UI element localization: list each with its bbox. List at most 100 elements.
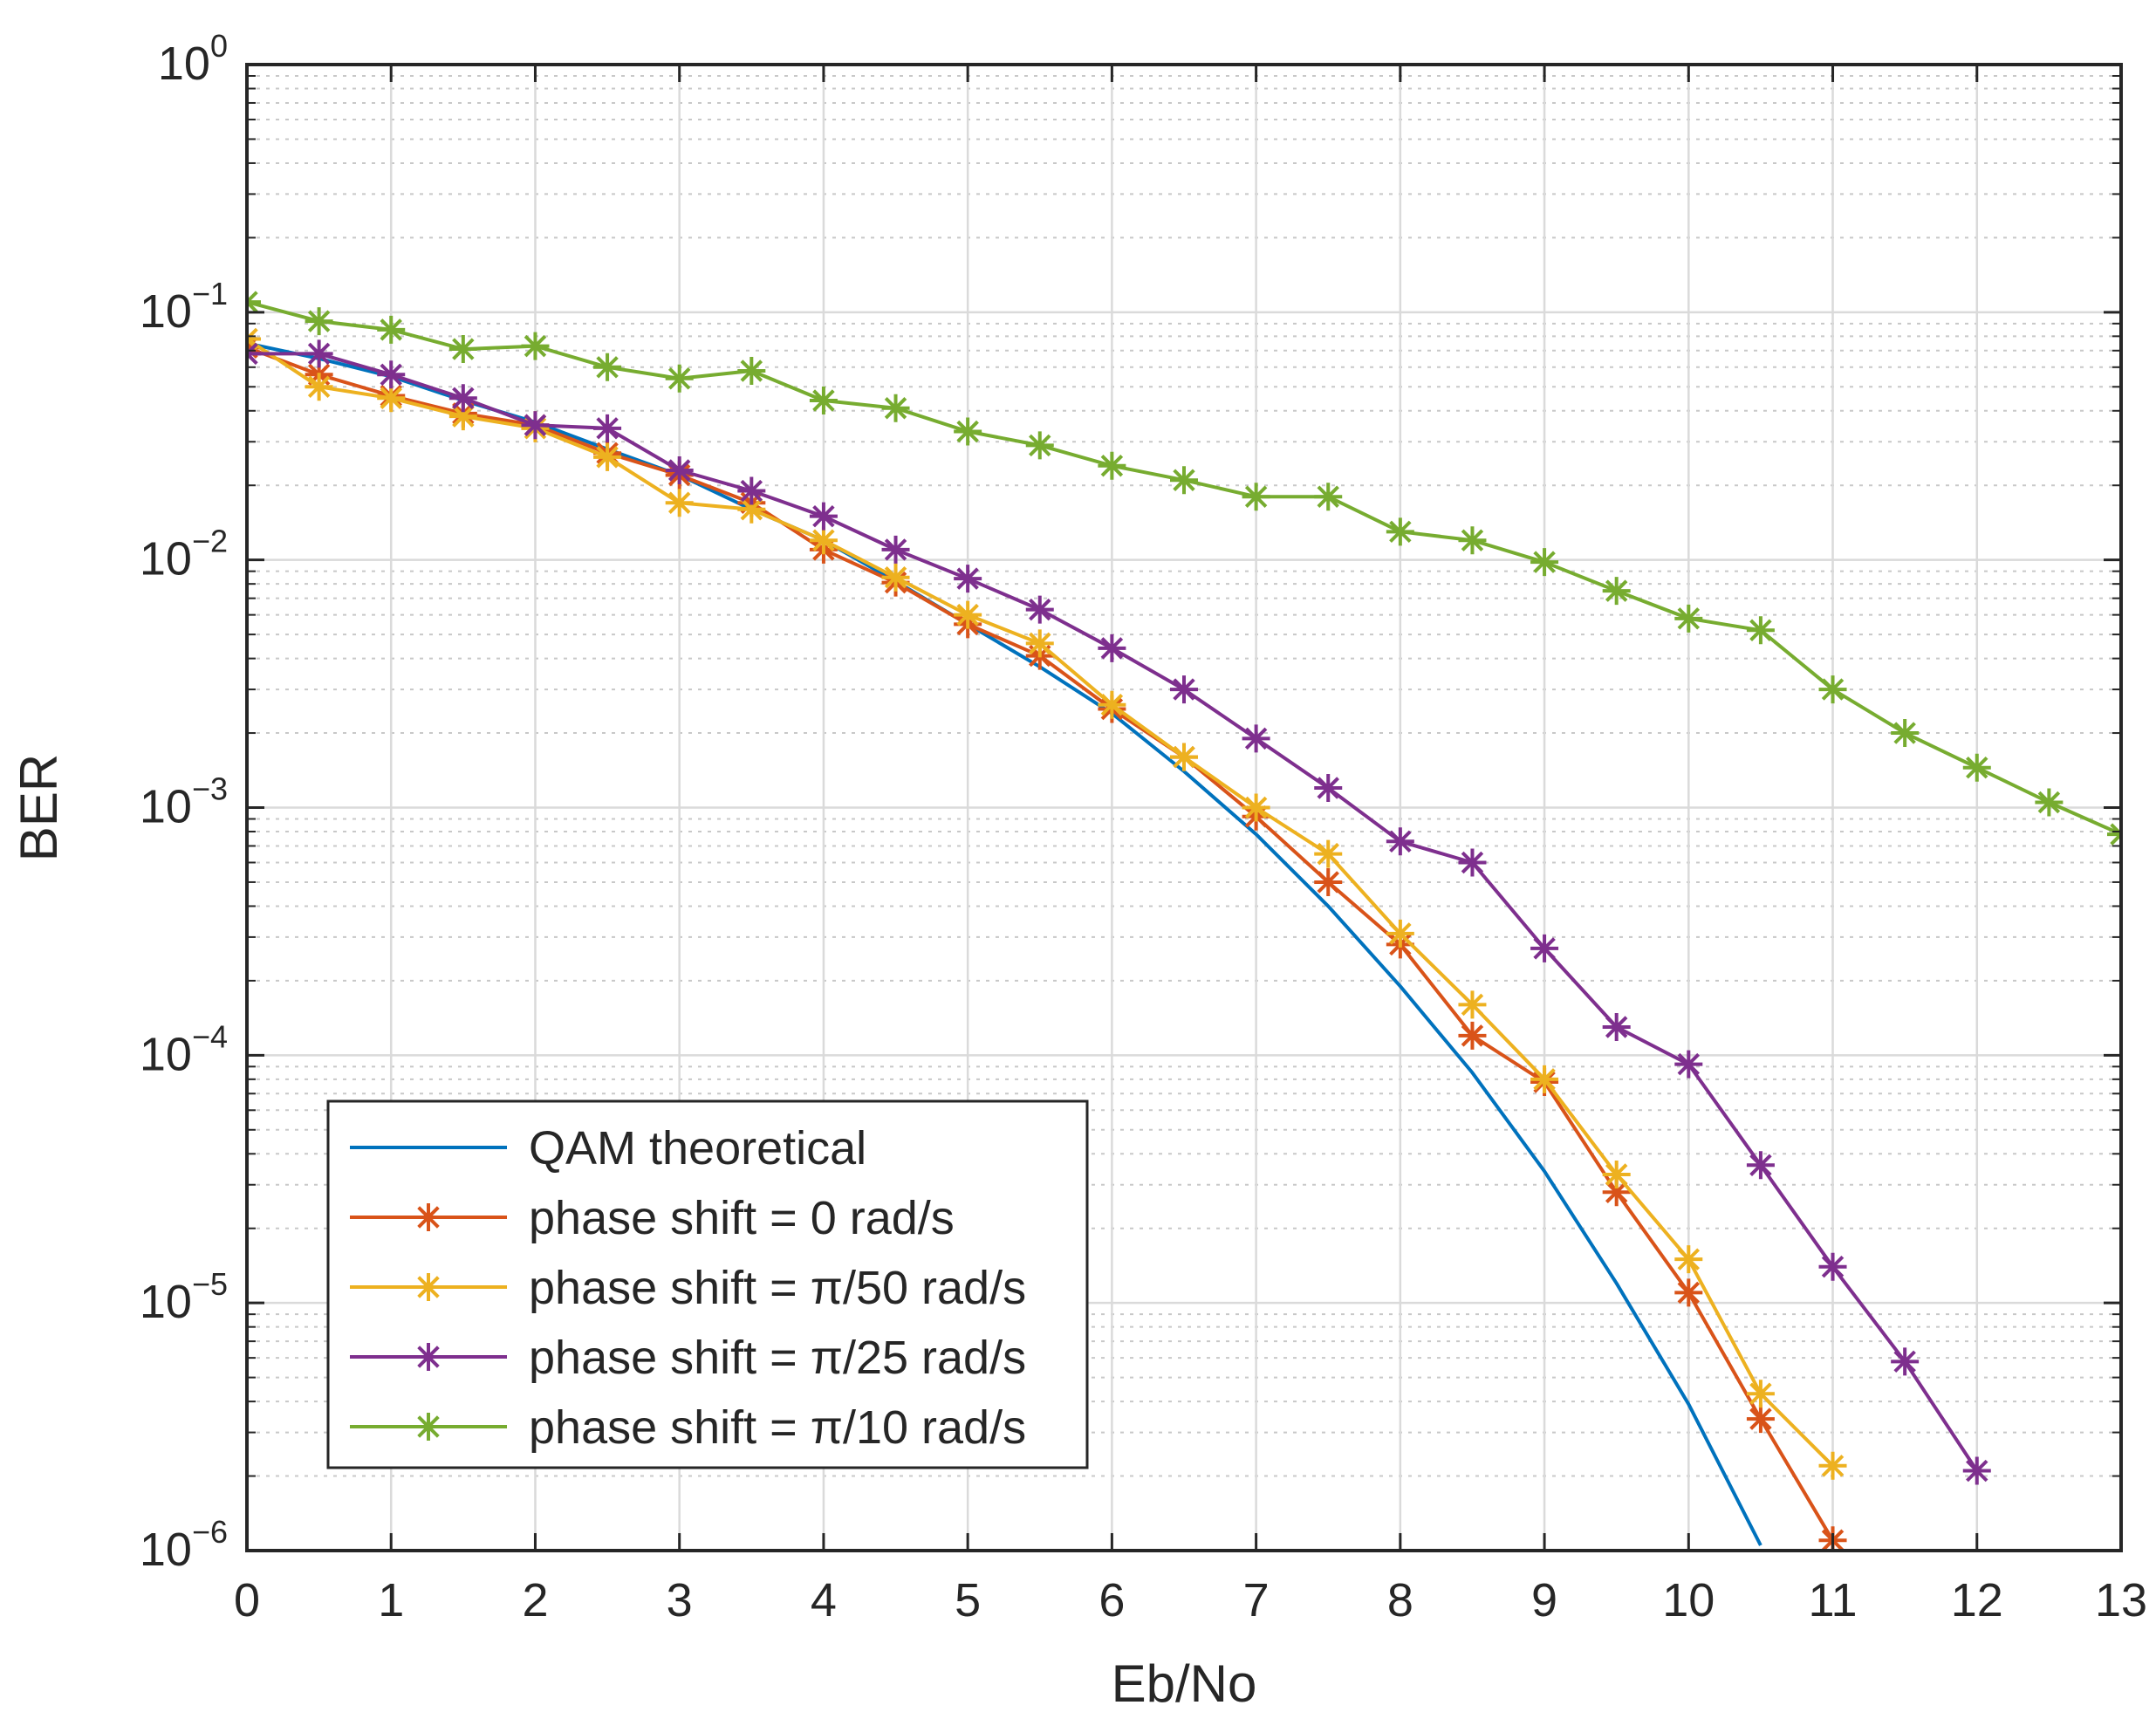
- x-axis-title: Eb/No: [1112, 1654, 1257, 1713]
- data-point: [1314, 867, 1343, 896]
- data-point: [1962, 1456, 1991, 1485]
- data-point: [1458, 990, 1487, 1019]
- legend-item: QAM theoretical: [350, 1122, 866, 1175]
- data-point: [665, 489, 694, 517]
- y-tick-label: 10−4: [140, 1018, 228, 1080]
- legend-item: phase shift = π/50 rad/s: [350, 1262, 1026, 1314]
- data-point: [1746, 616, 1775, 645]
- data-point: [377, 315, 406, 344]
- data-point: [954, 417, 982, 446]
- data-point: [1746, 1380, 1775, 1408]
- data-point: [521, 332, 550, 360]
- axis-ticks: [245, 63, 2123, 1552]
- data-point: [1674, 1278, 1703, 1307]
- data-point: [1602, 577, 1631, 606]
- series-3: [247, 339, 1991, 1485]
- data-point: [593, 353, 622, 381]
- data-point: [448, 335, 477, 364]
- data-point: [1386, 517, 1414, 546]
- data-point: [1025, 629, 1054, 658]
- data-point: [1891, 719, 1920, 748]
- data-point: [1891, 1347, 1920, 1376]
- data-point: [1818, 1451, 1847, 1480]
- data-point: [448, 384, 477, 413]
- x-tick-label: 4: [811, 1574, 837, 1627]
- series-2: [247, 325, 1847, 1480]
- x-tick-label: 6: [1099, 1574, 1125, 1627]
- x-tick-label: 8: [1387, 1574, 1413, 1627]
- data-point: [809, 387, 838, 415]
- legend-marker: [414, 1273, 442, 1301]
- legend-item: phase shift = π/10 rad/s: [350, 1401, 1026, 1454]
- data-point: [737, 476, 766, 505]
- x-tick-label: 0: [234, 1574, 260, 1627]
- legend-label: phase shift = π/25 rad/s: [529, 1332, 1026, 1384]
- data-point: [1674, 604, 1703, 633]
- data-point: [1674, 1245, 1703, 1274]
- data-point: [881, 535, 910, 564]
- data-point: [737, 356, 766, 385]
- y-tick-label: 10−1: [140, 276, 228, 338]
- x-tick-label: 2: [522, 1574, 548, 1627]
- data-point: [1242, 724, 1270, 753]
- data-point: [305, 373, 333, 401]
- data-point: [1314, 774, 1343, 803]
- data-point: [1818, 675, 1847, 704]
- data-point: [377, 384, 406, 413]
- data-point: [305, 339, 333, 368]
- data-point: [737, 495, 766, 524]
- data-point: [2035, 788, 2064, 817]
- data-point: [1314, 839, 1343, 868]
- data-point: [1602, 1178, 1631, 1207]
- legend-marker: [414, 1203, 442, 1231]
- x-tick-label: 3: [667, 1574, 693, 1627]
- y-tick-label: 100: [158, 28, 228, 90]
- x-tick-label: 7: [1243, 1574, 1270, 1627]
- legend: QAM theoretical phase shift = 0 rad/s phas…: [326, 1099, 1089, 1469]
- x-tick-label: 9: [1531, 1574, 1557, 1627]
- legend-box: [326, 1099, 1089, 1469]
- y-axis-title: BER: [10, 754, 68, 861]
- data-point: [593, 414, 622, 442]
- data-point: [1674, 1050, 1703, 1079]
- data-point: [1242, 793, 1270, 822]
- x-tick-label: 13: [2095, 1574, 2147, 1627]
- data-point: [1242, 483, 1270, 511]
- data-point: [1458, 1021, 1487, 1050]
- data-point: [305, 307, 333, 336]
- y-tick-label: 10−3: [140, 771, 228, 833]
- data-point: [1170, 675, 1198, 704]
- data-point: [1818, 1252, 1847, 1281]
- legend-item: phase shift = π/25 rad/s: [350, 1332, 1026, 1384]
- x-tick-label: 1: [378, 1574, 404, 1627]
- legend-label: phase shift = 0 rad/s: [529, 1192, 955, 1244]
- data-point: [881, 563, 910, 592]
- data-point: [665, 364, 694, 393]
- x-tick-labels: 0 1 2 3 4 5 6 7 8 9 10 11 12 13: [234, 1574, 2147, 1627]
- data-point: [1530, 548, 1559, 577]
- data-point: [1746, 1405, 1775, 1434]
- x-tick-label: 10: [1662, 1574, 1715, 1627]
- data-point: [1314, 483, 1343, 511]
- legend-marker: [414, 1343, 442, 1371]
- data-point: [1962, 753, 1991, 782]
- x-tick-label: 5: [955, 1574, 981, 1627]
- data-point: [1458, 848, 1487, 877]
- data-point: [1098, 690, 1126, 719]
- data-point: [1025, 595, 1054, 624]
- data-point: [954, 565, 982, 593]
- legend-label: phase shift = π/50 rad/s: [529, 1262, 1026, 1314]
- series-layer: [247, 288, 2121, 1551]
- data-point: [809, 526, 838, 555]
- data-point: [1602, 1161, 1631, 1188]
- x-tick-label: 12: [1951, 1574, 2003, 1627]
- series-4: [247, 288, 2121, 849]
- data-point: [1530, 934, 1559, 962]
- x-tick-label: 11: [1809, 1574, 1858, 1627]
- data-point: [1098, 633, 1126, 662]
- data-point: [809, 502, 838, 531]
- data-point: [1602, 1012, 1631, 1041]
- legend-label: QAM theoretical: [529, 1122, 866, 1175]
- legend-label: phase shift = π/10 rad/s: [529, 1401, 1026, 1454]
